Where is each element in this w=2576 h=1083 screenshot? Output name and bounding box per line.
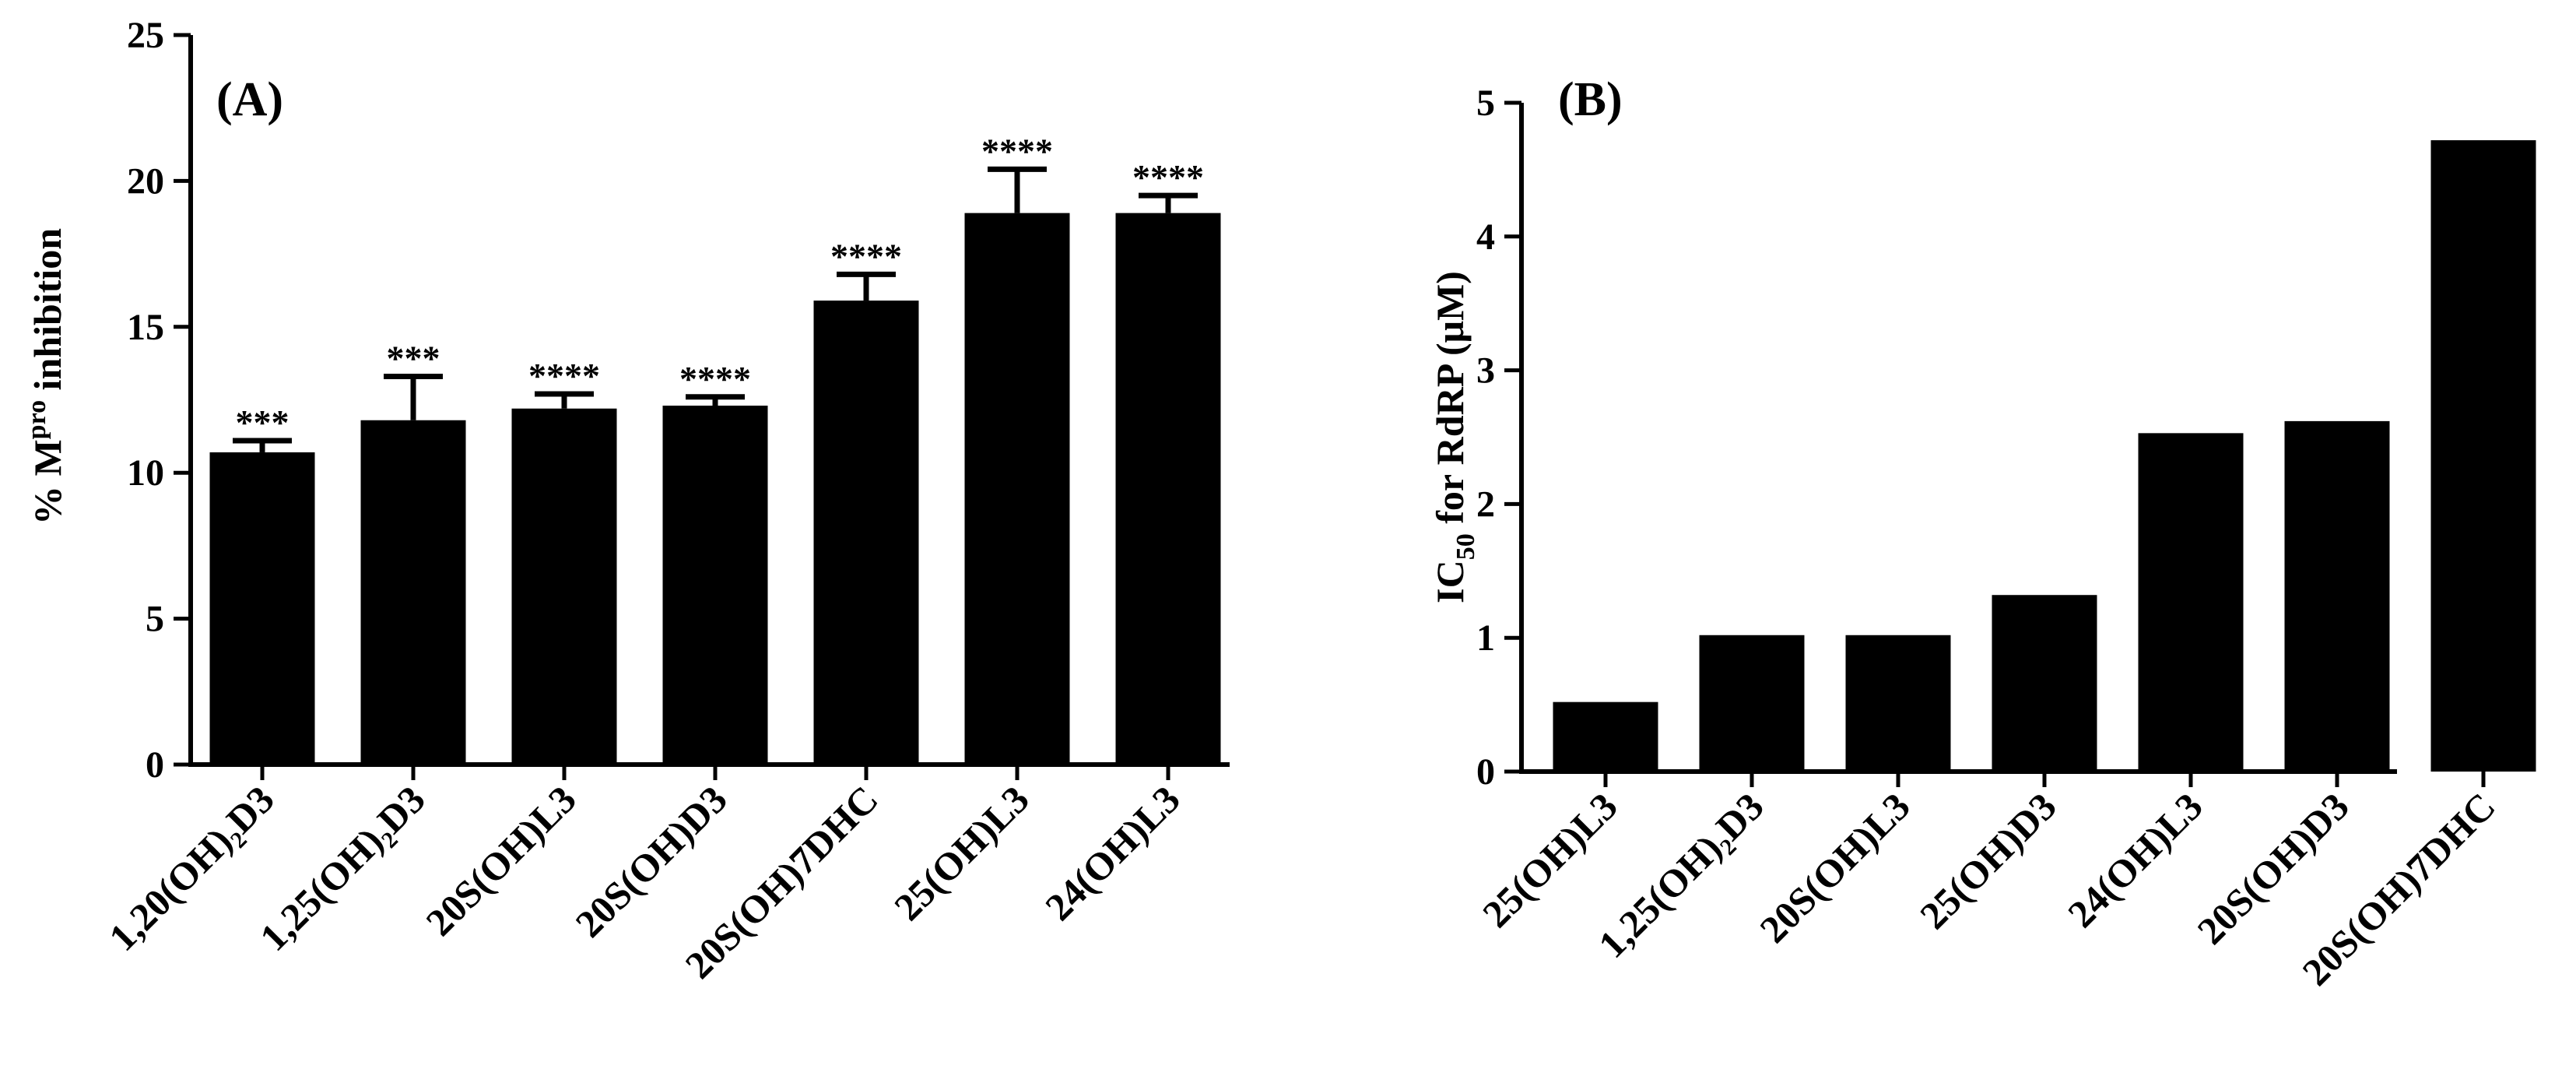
y-tick-label: 15 <box>127 307 164 348</box>
y-axis-title: % Mpro inhibition <box>23 228 69 525</box>
significance-label: **** <box>1132 157 1204 197</box>
significance-label: *** <box>236 403 290 442</box>
significance-label: **** <box>981 131 1053 171</box>
bar <box>1992 595 2097 772</box>
category-label: 25(OH)L3 <box>1474 784 1626 936</box>
bar <box>813 301 919 765</box>
y-axis-title-superscript: pro <box>23 400 51 439</box>
bar <box>511 408 617 765</box>
category-label: 25(OH)L3 <box>886 777 1037 929</box>
category-label: 20S(OH)D3 <box>567 777 735 945</box>
category-label: 20S(OH)L3 <box>1751 784 1918 951</box>
significance-label: **** <box>679 359 751 399</box>
chart-panel-a: (A)0510152025***1,20(OH)₂D3***1,25(OH)₂D… <box>23 15 1230 987</box>
panel-label: (A) <box>216 73 283 126</box>
y-tick-label: 4 <box>1476 216 1495 258</box>
y-tick-label: 5 <box>1476 83 1495 124</box>
y-tick-label: 0 <box>1476 751 1495 793</box>
y-axis-title-main: IC <box>1428 560 1472 603</box>
y-axis-title-suffix: inhibition <box>26 228 69 400</box>
bar <box>2284 420 2390 772</box>
y-tick-label: 5 <box>146 599 164 640</box>
category-label: 20S(OH)L3 <box>417 777 584 944</box>
significance-label: *** <box>387 339 440 378</box>
bar <box>360 420 466 765</box>
y-tick-label: 25 <box>127 15 164 56</box>
chart-panel-b: (B)01234525(OH)L31,25(OH)₂D320S(OH)L325(… <box>1428 73 2536 994</box>
panel-label: (B) <box>1558 73 1623 126</box>
significance-label: **** <box>830 236 902 276</box>
y-tick-label: 10 <box>127 452 164 494</box>
category-label: 25(OH)D3 <box>1911 784 2065 937</box>
bar <box>209 452 315 765</box>
y-tick-label: 0 <box>146 744 164 786</box>
y-axis-title-suffix: for RdRP (μM) <box>1428 271 1472 533</box>
y-axis-title-main: % M <box>26 439 69 525</box>
bar <box>964 213 1070 765</box>
bar <box>2430 140 2536 772</box>
y-tick-label: 1 <box>1476 617 1495 659</box>
bar <box>662 405 768 765</box>
significance-label: **** <box>528 356 600 396</box>
y-tick-label: 20 <box>127 160 164 202</box>
y-tick-label: 2 <box>1476 483 1495 525</box>
category-label: 24(OH)L3 <box>2059 784 2211 936</box>
bar <box>1845 635 1951 772</box>
bar <box>1115 213 1221 765</box>
bar <box>1699 635 1805 772</box>
bar <box>2138 433 2244 772</box>
category-label: 24(OH)L3 <box>1037 777 1188 929</box>
bar <box>1553 701 1658 772</box>
y-axis-title-subscript: 50 <box>1451 533 1480 560</box>
y-tick-label: 3 <box>1476 350 1495 392</box>
y-axis-title: IC50 for RdRP (μM) <box>1428 271 1480 603</box>
